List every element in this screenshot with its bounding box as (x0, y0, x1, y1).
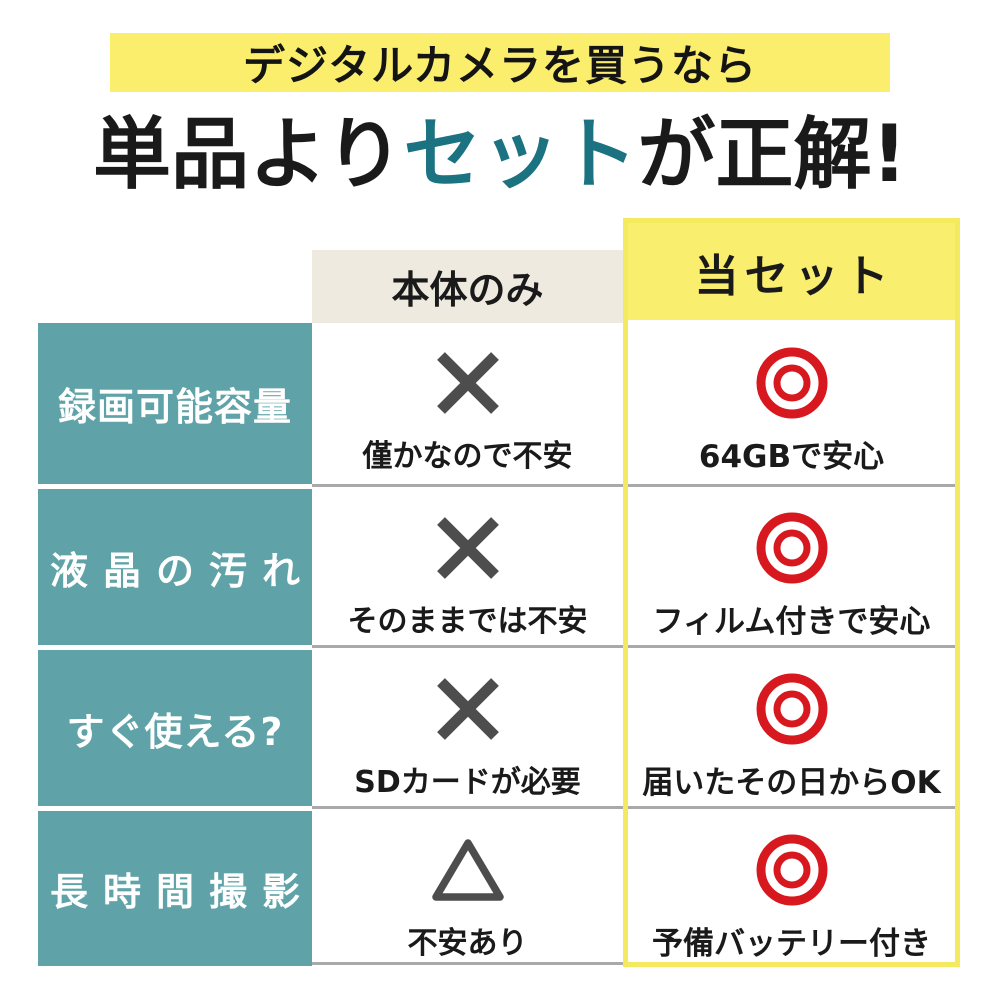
cell-caption: 64GBで安心 (698, 439, 885, 475)
row-label-recording-capacity: 録画可能容量 (38, 323, 312, 484)
double-circle-icon (754, 824, 830, 916)
column-header-this-set: 当セット (628, 223, 955, 320)
triangle-icon (431, 824, 505, 916)
top-banner-text: デジタルカメラを買うなら (243, 41, 757, 90)
page-title-suffix: が正解! (637, 110, 908, 200)
page-title-prefix: 単品より (92, 110, 404, 200)
page-title: 単品より セット が正解! (0, 98, 1000, 200)
row-divider (312, 484, 955, 487)
cell-body-only-row3: SDカードが必要 (312, 649, 623, 806)
this-set-column-highlight-box: 当セット (623, 218, 960, 967)
cross-icon (429, 337, 507, 429)
page-title-highlight: セット (403, 110, 638, 200)
column-header-body-only-label: 本体のみ (391, 268, 544, 312)
row-label-text: 録画可能容量 (57, 385, 292, 429)
cell-caption: 予備バッテリー付き (652, 926, 931, 962)
row-divider-bottom (312, 962, 623, 965)
row-divider (312, 806, 955, 809)
cell-body-only-row4: 不安あり (312, 810, 623, 966)
row-label-text: 液晶の汚れ (50, 548, 316, 593)
cell-body-only-row1: 僅かなので不安 (312, 323, 623, 484)
double-circle-icon (754, 663, 830, 755)
row-label-ready-to-use: すぐ使える? (38, 650, 312, 806)
top-banner: デジタルカメラを買うなら (110, 33, 890, 92)
column-header-this-set-label: 当セット (694, 250, 895, 302)
cell-caption: 届いたその日からOK (642, 765, 941, 801)
row-label-text: すぐ使える? (66, 709, 284, 754)
cell-caption: そのままでは不安 (347, 604, 588, 639)
cross-icon (429, 502, 507, 594)
double-circle-icon (754, 502, 830, 594)
row-label-text: 長時間撮影 (50, 870, 316, 914)
cell-body-only-row2: そのままでは不安 (312, 488, 623, 645)
row-label-long-recording: 長時間撮影 (38, 811, 312, 966)
row-label-lcd-dirt: 液晶の汚れ (38, 489, 312, 645)
cell-this-set-row2: フィルム付きで安心 (628, 488, 955, 645)
cell-this-set-row4: 予備バッテリー付き (628, 810, 955, 966)
column-header-body-only: 本体のみ (312, 250, 623, 323)
cell-this-set-row1: 64GBで安心 (628, 323, 955, 484)
double-circle-icon (754, 337, 830, 429)
cell-caption: 不安あり (407, 926, 528, 961)
cell-caption: フィルム付きで安心 (652, 604, 931, 640)
cell-caption: 僅かなので不安 (362, 439, 573, 474)
cell-this-set-row3: 届いたその日からOK (628, 649, 955, 806)
cell-caption: SDカードが必要 (354, 765, 581, 800)
row-divider (312, 645, 955, 648)
cross-icon (429, 663, 507, 755)
